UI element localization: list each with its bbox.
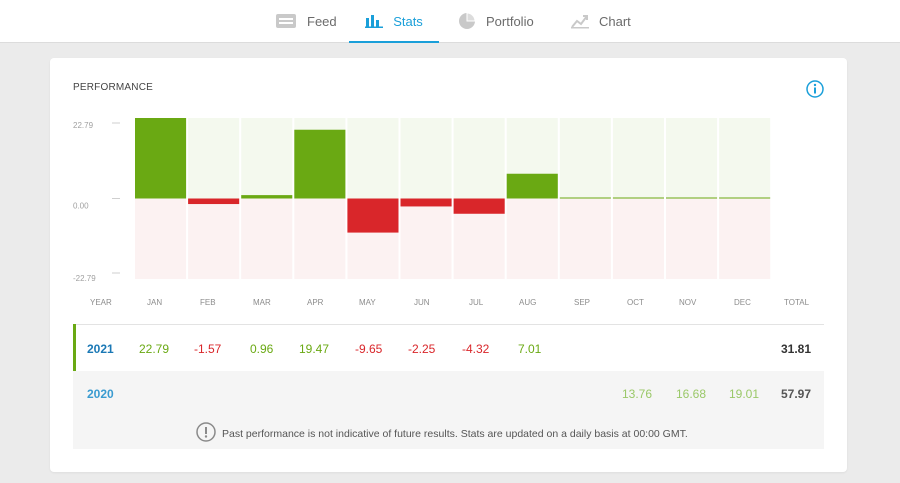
bar-bg-positive <box>559 118 611 199</box>
row-total: 57.97 <box>781 387 812 401</box>
tab-feed-label: Feed <box>307 13 337 29</box>
header-month: SEP <box>574 298 591 307</box>
stats-icon <box>365 14 384 28</box>
header-month: NOV <box>679 298 697 307</box>
bar-bg-positive <box>241 118 293 199</box>
tab-stats[interactable]: Stats <box>349 0 439 43</box>
header-month: DEC <box>734 298 751 307</box>
header-month: APR <box>307 298 324 307</box>
header-month: OCT <box>627 298 644 307</box>
bar-may[interactable] <box>347 198 399 233</box>
bar-jan[interactable] <box>135 118 187 199</box>
tab-portfolio-label: Portfolio <box>486 13 534 29</box>
month-value: -9.65 <box>355 342 383 356</box>
month-value: -2.25 <box>408 342 436 356</box>
row-total: 31.81 <box>781 342 812 356</box>
table-row-2021[interactable]: 2021 22.79 -1.57 0.96 19.47 -9.65 -2.25 … <box>73 324 824 373</box>
tab-chart-label: Chart <box>599 13 631 29</box>
tab-chart[interactable]: Chart <box>571 0 631 42</box>
active-tab-underline <box>349 41 439 43</box>
bar-dec[interactable] <box>719 197 771 199</box>
bar-jun[interactable] <box>400 198 452 207</box>
line-chart-icon <box>571 13 589 29</box>
bar-bg-negative <box>506 198 558 279</box>
feed-icon <box>275 13 297 29</box>
bar-feb[interactable] <box>188 198 240 205</box>
bar-bg-negative <box>135 198 187 279</box>
tab-portfolio[interactable]: Portfolio <box>458 0 534 42</box>
bar-nov[interactable] <box>666 197 718 199</box>
bar-bg-positive <box>453 118 505 199</box>
row-year: 2021 <box>87 342 114 356</box>
header-month: MAY <box>359 298 376 307</box>
bar-bg-negative <box>612 198 664 279</box>
header-total: TOTAL <box>784 298 810 307</box>
month-value: 7.01 <box>518 342 542 356</box>
header-month: JUL <box>469 298 484 307</box>
month-value: 19.01 <box>729 387 760 401</box>
bar-oct[interactable] <box>612 197 664 199</box>
top-navigation: Feed Stats Portfolio <box>0 0 900 43</box>
tab-feed[interactable]: Feed <box>275 0 337 42</box>
bar-aug[interactable] <box>506 173 558 199</box>
bar-bg-positive <box>188 118 240 199</box>
bar-bg-positive <box>666 118 718 199</box>
bar-bg-negative <box>666 198 718 279</box>
performance-card: PERFORMANCE 22.79 0.00 -22.79 YEAR JAN FEB… <box>50 58 847 472</box>
warning-icon <box>196 422 216 445</box>
bar-bg-negative <box>294 198 346 279</box>
header-month: MAR <box>253 298 271 307</box>
bar-bg-positive <box>347 118 399 199</box>
disclaimer-text: Past performance is not indicative of fu… <box>222 427 688 440</box>
y-tick-label: -22.79 <box>73 274 96 283</box>
month-value: 22.79 <box>139 342 170 356</box>
month-value: -1.57 <box>194 342 222 356</box>
month-value: 13.76 <box>622 387 653 401</box>
header-month: AUG <box>519 298 537 307</box>
month-value: 16.68 <box>676 387 707 401</box>
bar-bg-negative <box>400 198 452 279</box>
y-tick-label: 22.79 <box>73 121 94 130</box>
bar-bg-positive <box>612 118 664 199</box>
bar-apr[interactable] <box>294 129 346 199</box>
tab-stats-label: Stats <box>393 13 423 29</box>
y-tick-label: 0.00 <box>73 202 89 211</box>
bar-bg-positive <box>400 118 452 199</box>
bar-mar[interactable] <box>241 195 293 199</box>
bar-bg-negative <box>719 198 771 279</box>
month-value: -4.32 <box>462 342 490 356</box>
bar-jul[interactable] <box>453 198 505 214</box>
month-value: 19.47 <box>299 342 330 356</box>
selected-row-indicator <box>73 324 76 373</box>
header-year: YEAR <box>90 298 112 307</box>
bar-sep[interactable] <box>559 197 611 199</box>
bar-bg-negative <box>559 198 611 279</box>
performance-chart: 22.79 0.00 -22.79 <box>73 118 771 283</box>
info-icon[interactable] <box>806 80 824 103</box>
disclaimer: Past performance is not indicative of fu… <box>196 422 688 445</box>
performance-title: PERFORMANCE <box>73 82 153 93</box>
month-value: 0.96 <box>250 342 274 356</box>
bar-bg-negative <box>241 198 293 279</box>
bar-bg-positive <box>719 118 771 199</box>
bar-bg-negative <box>188 198 240 279</box>
header-month: JUN <box>414 298 430 307</box>
pie-chart-icon <box>458 12 476 30</box>
header-month: JAN <box>147 298 163 307</box>
header-month: FEB <box>200 298 216 307</box>
row-year: 2020 <box>87 387 114 401</box>
